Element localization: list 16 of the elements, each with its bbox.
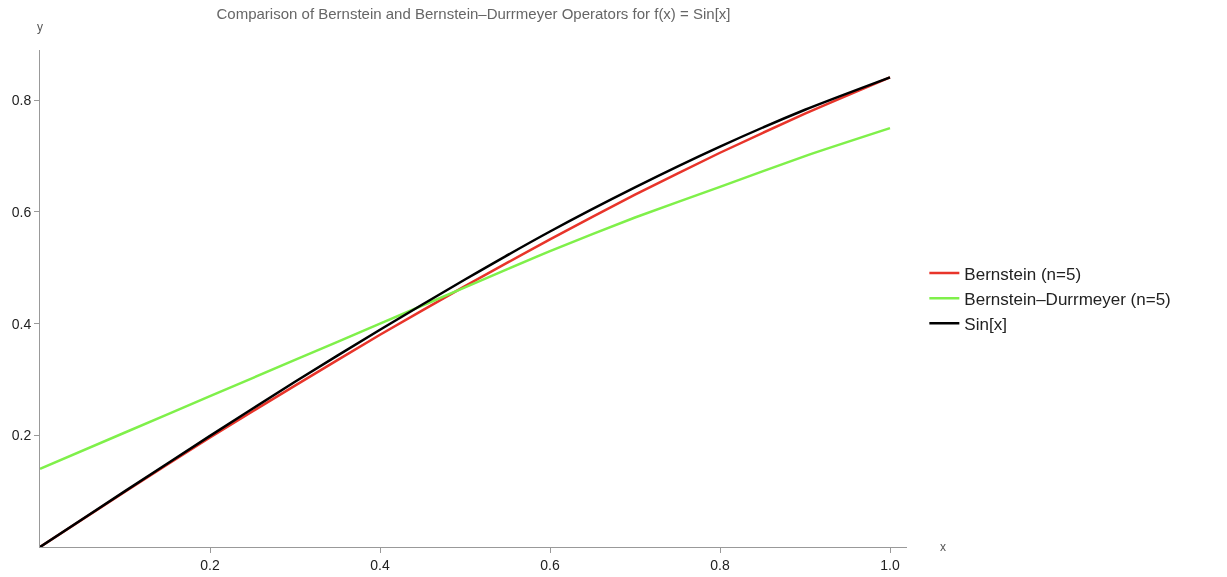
line-series <box>40 126 892 471</box>
x-tick-label: 0.2 <box>200 556 220 573</box>
y-tick-label: 0.8 <box>11 92 32 109</box>
x-axis-title: x <box>940 540 946 554</box>
x-tick-label: 0.6 <box>540 556 560 573</box>
legend-label: Bernstein (n=5) <box>964 264 1082 284</box>
x-tick-label: 0.4 <box>370 556 390 573</box>
y-axis-title: y <box>37 20 43 34</box>
legend-label: Sin[x] <box>964 314 1007 334</box>
x-tick-label: 0.8 <box>710 556 730 573</box>
chart-title: Comparison of Bernstein and Bernstein–Durrmeyer Operators for f(x) = Sin[x] <box>216 5 731 23</box>
x-tick-label: 1.0 <box>880 556 900 573</box>
legend-label: Bernstein–Durrmeyer (n=5) <box>964 289 1171 309</box>
y-tick-label: 0.4 <box>11 315 32 332</box>
y-tick-label: 0.2 <box>11 427 32 444</box>
y-tick-label: 0.6 <box>11 203 32 220</box>
